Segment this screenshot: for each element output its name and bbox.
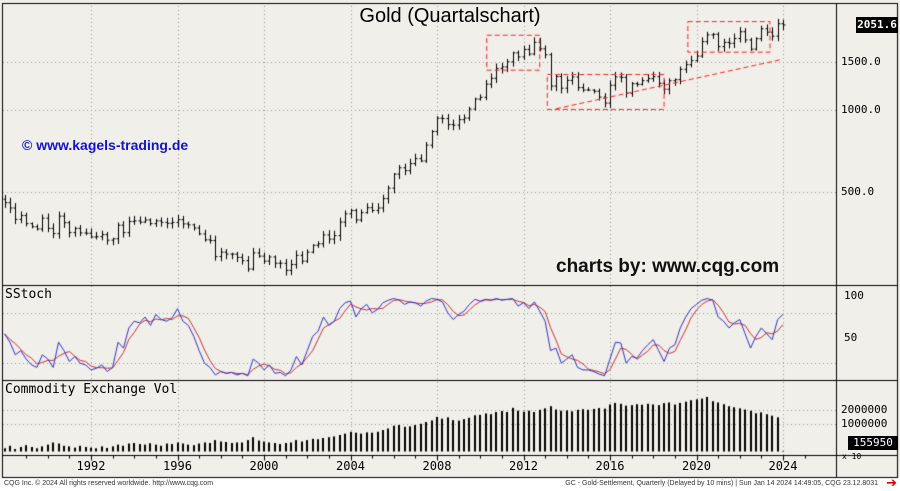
chart-plot-area[interactable] — [0, 0, 900, 491]
cqg-chart-window: Gold (Quartalschart) © www.kagels-tradin… — [0, 0, 900, 491]
